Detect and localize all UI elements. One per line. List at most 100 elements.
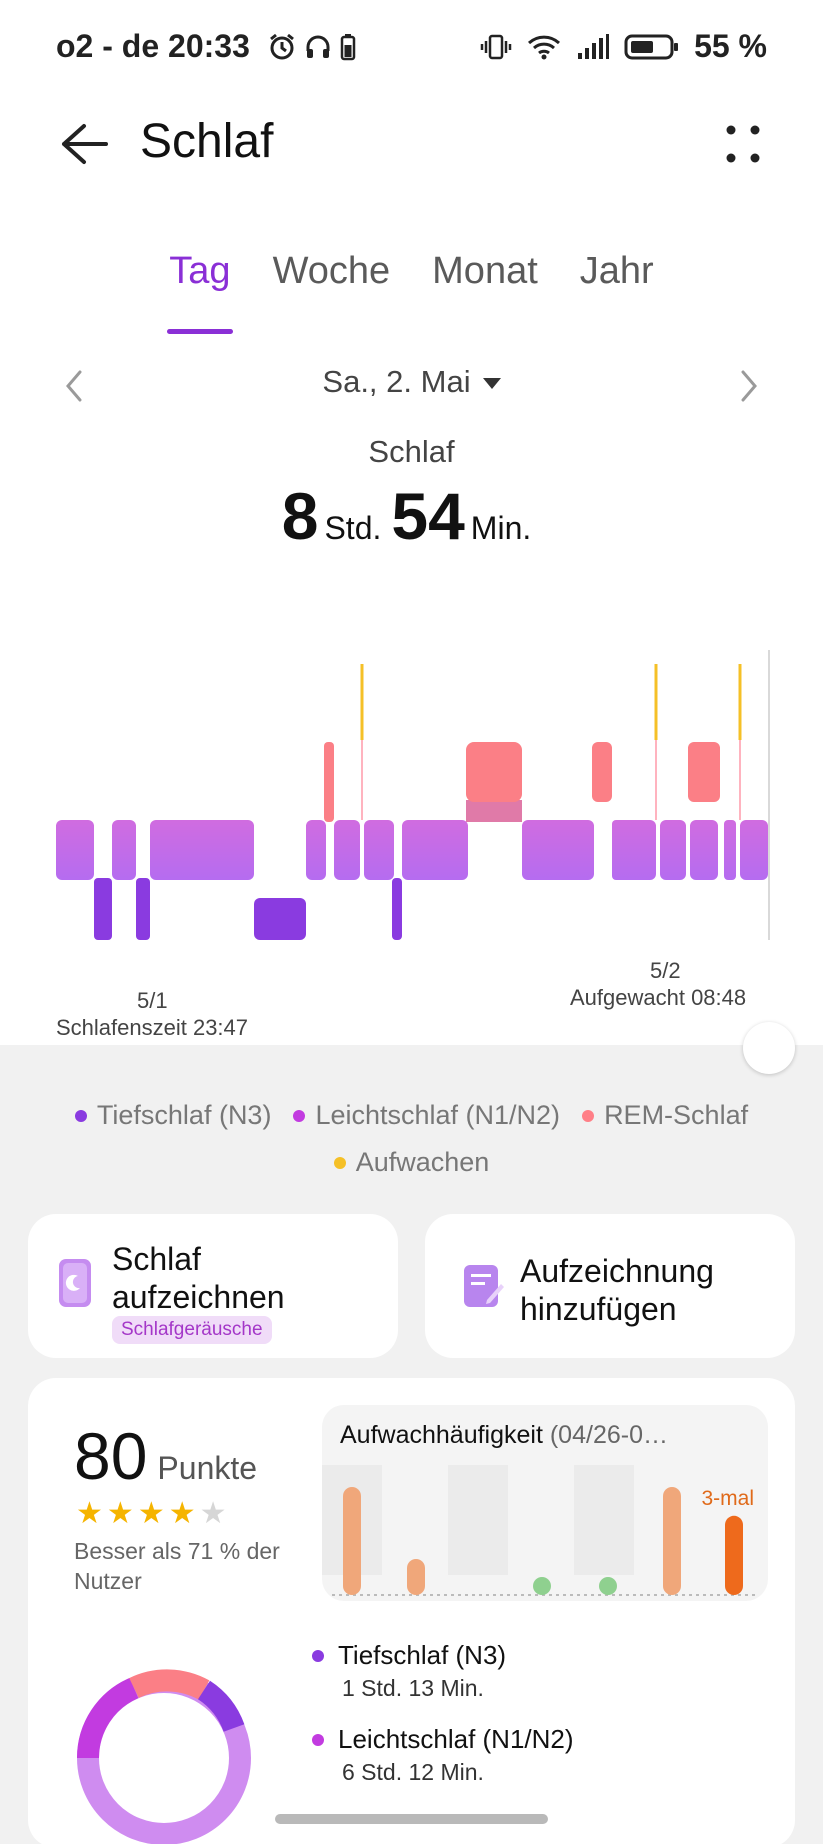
star-icon: ★ [168, 1497, 196, 1530]
sleep-sounds-badge: Schlafgeräusche [112, 1316, 272, 1344]
rem-segment [466, 742, 522, 802]
wake-bar [407, 1559, 425, 1595]
wake-frequency-chart [322, 1465, 758, 1596]
battery-small-icon [340, 33, 356, 60]
star-icon: ★ [76, 1497, 103, 1530]
star-icon: ★ [106, 1497, 134, 1530]
donut-arc-light [76, 1677, 139, 1759]
stage-item-light: Leichtschlaf (N1/N2) 6 Std. 12 Min. [312, 1724, 574, 1786]
light-segment [56, 820, 94, 880]
stage-list: Tiefschlaf (N3) 1 Std. 13 Min. Leichtsch… [312, 1640, 574, 1808]
legend-deep: Tiefschlaf (N3) [74, 1100, 272, 1131]
light-segment [690, 820, 718, 880]
wake-bar [725, 1515, 743, 1595]
status-bar: o2 - de 20:33 55 % [0, 0, 823, 90]
stage-name: Tiefschlaf (N3) [338, 1640, 507, 1670]
scroll-handle[interactable] [743, 1022, 795, 1074]
chevron-left-icon[interactable] [60, 366, 90, 406]
top-panel: o2 - de 20:33 55 % Schlaf Tag Woche Mona… [0, 0, 823, 1045]
wake-count-label: 3-mal [701, 1487, 754, 1510]
date-selector[interactable]: Sa., 2. Mai [0, 364, 823, 400]
legend-label: Aufwachen [355, 1147, 490, 1177]
back-arrow-icon[interactable] [58, 120, 110, 168]
light-segment [334, 820, 360, 880]
tab-monat[interactable]: Monat [432, 250, 538, 292]
wake-frequency-title: Aufwachhäufigkeit (04/26-0… [340, 1421, 668, 1450]
alarm-icon [269, 33, 294, 59]
sleep-chart-svg [56, 650, 770, 940]
rem-band [324, 742, 720, 822]
score-row: 80 Punkte [74, 1418, 257, 1494]
rem-segment [688, 742, 720, 802]
stage-value: 1 Std. 13 Min. [342, 1675, 484, 1701]
home-indicator[interactable] [275, 1814, 548, 1824]
period-tabs: Tag Woche Monat Jahr [0, 250, 823, 334]
light-segment [612, 820, 656, 880]
stage-value: 6 Std. 12 Min. [342, 1759, 484, 1785]
wake-range: (04/26-0… [549, 1421, 668, 1449]
sleep-record-icon [59, 1259, 91, 1307]
more-options-icon[interactable] [723, 122, 763, 166]
awake-markers [360, 664, 742, 740]
legend-dot [293, 1109, 306, 1122]
status-left: o2 - de 20:33 [56, 28, 356, 65]
record-sleep-title: Schlaf aufzeichnen [112, 1241, 285, 1315]
legend-dot [74, 1109, 87, 1122]
app-header: Schlaf [0, 100, 823, 190]
legend-rem: REM-Schlaf [582, 1100, 748, 1131]
status-right: 55 % [480, 28, 767, 65]
rem-segment [324, 742, 334, 822]
stage-dot [312, 1733, 324, 1746]
legend-label: Tiefschlaf (N3) [96, 1100, 272, 1130]
deep-segment [254, 898, 306, 940]
wake-columns [322, 1465, 634, 1575]
tab-jahr[interactable]: Jahr [579, 250, 654, 292]
chart-start-label: Schlafenszeit 23:47 [56, 1015, 249, 1040]
summary-hours-unit: Std. [324, 510, 382, 546]
light-segment [112, 820, 136, 880]
stage-item-deep: Tiefschlaf (N3) 1 Std. 13 Min. [312, 1640, 574, 1702]
star-icon: ★ [199, 1497, 227, 1530]
date-label: Sa., 2. Mai [322, 364, 471, 399]
wake-bars [343, 1487, 743, 1595]
light-sleep-band [56, 800, 768, 880]
rem-segment [592, 742, 612, 802]
tab-woche[interactable]: Woche [272, 250, 391, 292]
wake-bar [663, 1487, 681, 1595]
donut-arc-rem [129, 1669, 210, 1700]
vibrate-icon [480, 34, 512, 59]
headphones-icon [306, 35, 330, 58]
add-record-card[interactable]: Aufzeichnung hinzufügen [425, 1214, 795, 1358]
legend-dot [333, 1156, 346, 1169]
deep-sleep-band [94, 878, 402, 940]
deep-segment [392, 878, 402, 940]
summary-minutes: 54 [391, 479, 465, 553]
wake-bar [343, 1487, 361, 1595]
stage-dot [312, 1649, 324, 1662]
awake-marker-tails [361, 740, 741, 820]
sleep-donut-chart [76, 1669, 251, 1844]
carrier-time: o2 - de 20:33 [56, 28, 250, 64]
record-sleep-card[interactable]: Schlaf aufzeichnen Schlafgeräusche [28, 1214, 398, 1358]
light-segment [724, 820, 736, 880]
stage-legend: Tiefschlaf (N3) Leichtschlaf (N1/N2) REM… [0, 1100, 823, 1194]
wake-bar [533, 1577, 551, 1595]
score-value: 80 [74, 1419, 148, 1493]
light-segment [402, 820, 468, 880]
signal-icon [578, 33, 610, 59]
tab-tag[interactable]: Tag [167, 250, 233, 334]
wake-column [574, 1465, 634, 1575]
sleep-stage-chart: 5/1 Schlafenszeit 23:47 5/2 Aufgewacht 0… [0, 640, 823, 1040]
summary-label: Schlaf [368, 434, 455, 469]
donut-arc-deep [197, 1680, 245, 1733]
light-segment [306, 820, 326, 880]
chart-end-date: 5/2 [650, 958, 681, 983]
legend-light: Leichtschlaf (N1/N2) [293, 1100, 560, 1131]
chevron-right-icon[interactable] [733, 366, 763, 406]
wake-column [448, 1465, 508, 1575]
chart-end-label: Aufgewacht 08:48 [570, 985, 747, 1010]
wake-frequency-panel[interactable]: Aufwachhäufigkeit (04/26-0… 3-mal [322, 1405, 768, 1601]
deep-segment [94, 878, 112, 940]
stage-name: Leichtschlaf (N1/N2) [338, 1724, 574, 1754]
score-unit: Punkte [157, 1450, 258, 1486]
